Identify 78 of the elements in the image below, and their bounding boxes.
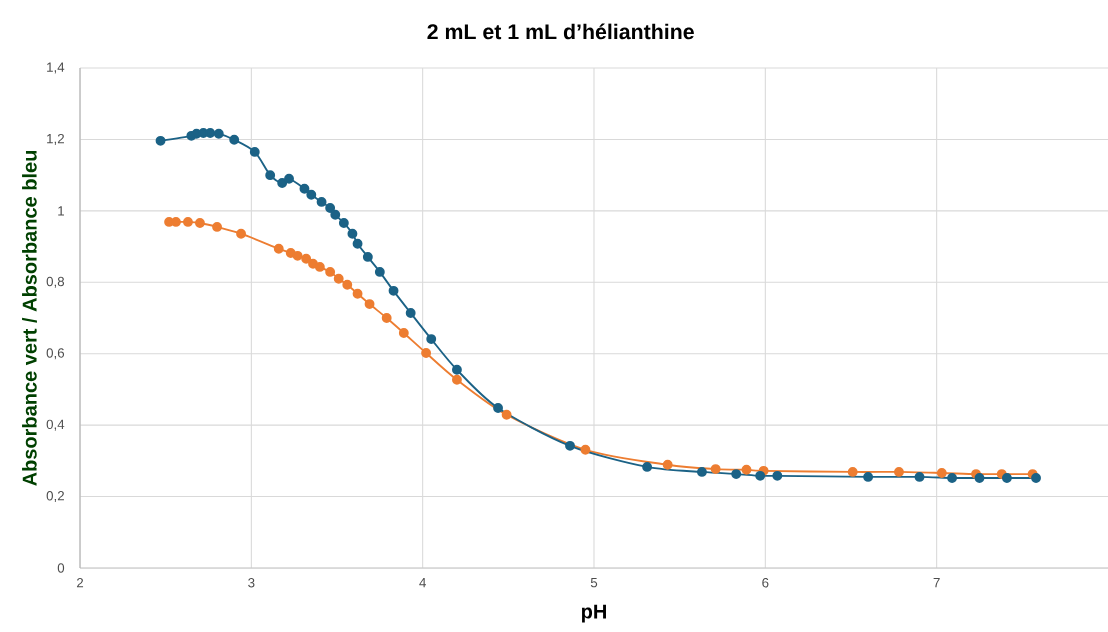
point [421,348,432,358]
point [195,218,205,228]
point [314,261,325,272]
point [352,288,363,299]
point [205,128,216,138]
point [374,266,385,277]
point [364,299,375,309]
y-tick-label: 0,4 [46,419,65,431]
point [249,146,260,157]
point [325,266,336,277]
x-tick-label: 5 [590,578,598,588]
point [501,409,512,420]
x-tick-label: 7 [933,578,940,588]
point [863,471,874,482]
x-tick-label: 4 [419,578,426,588]
y-tick-label: 0,8 [46,276,65,288]
point [352,238,363,249]
point [894,466,904,477]
point [662,459,673,470]
point [316,196,327,207]
point [306,189,317,200]
point [710,464,721,474]
point [696,466,707,477]
point [452,364,462,375]
chart-title: 2 mL et 1 mL d’hélianthine [427,23,694,40]
y-tick-label: 0,2 [46,491,64,503]
point [299,183,310,194]
point [292,250,303,261]
point [277,178,288,188]
point [273,243,284,254]
point [265,170,276,181]
point [301,253,312,264]
point [847,466,858,477]
point [452,374,462,385]
point [493,403,503,413]
y-tick-label: 1,4 [47,62,65,74]
point [388,285,399,296]
y-tick-label: 1 [58,206,64,216]
point [731,469,742,479]
point [580,444,591,455]
point [347,228,358,239]
y-tick-label: 1,2 [47,133,64,145]
x-tick-label: 2 [76,578,84,588]
point [183,216,193,227]
point [1031,473,1041,483]
point [236,228,246,239]
point [212,221,223,232]
point [741,464,752,475]
point [362,251,373,262]
point [1001,473,1012,483]
point [565,440,575,451]
x-axis-title: pH [581,604,606,623]
point [755,470,766,481]
point [426,334,437,344]
point [333,273,344,284]
point [947,473,958,483]
y-axis-title: Absorbance vert / Absorbance bleu [22,150,37,486]
point [213,128,224,139]
point [171,216,181,227]
point [642,461,653,472]
point [325,203,336,213]
point [772,470,783,481]
point [338,218,349,228]
point [974,473,985,483]
y-tick-label: 0 [57,563,65,573]
point [936,468,947,478]
x-tick-label: 6 [762,578,769,588]
point [155,135,166,146]
point [284,173,294,184]
point [381,313,392,323]
x-tick-label: 3 [248,578,255,588]
y-tick-label: 0,6 [46,348,65,360]
point [405,308,416,318]
point [342,279,353,290]
point [229,134,240,145]
point [330,209,341,220]
point [398,328,409,338]
point [914,471,925,482]
